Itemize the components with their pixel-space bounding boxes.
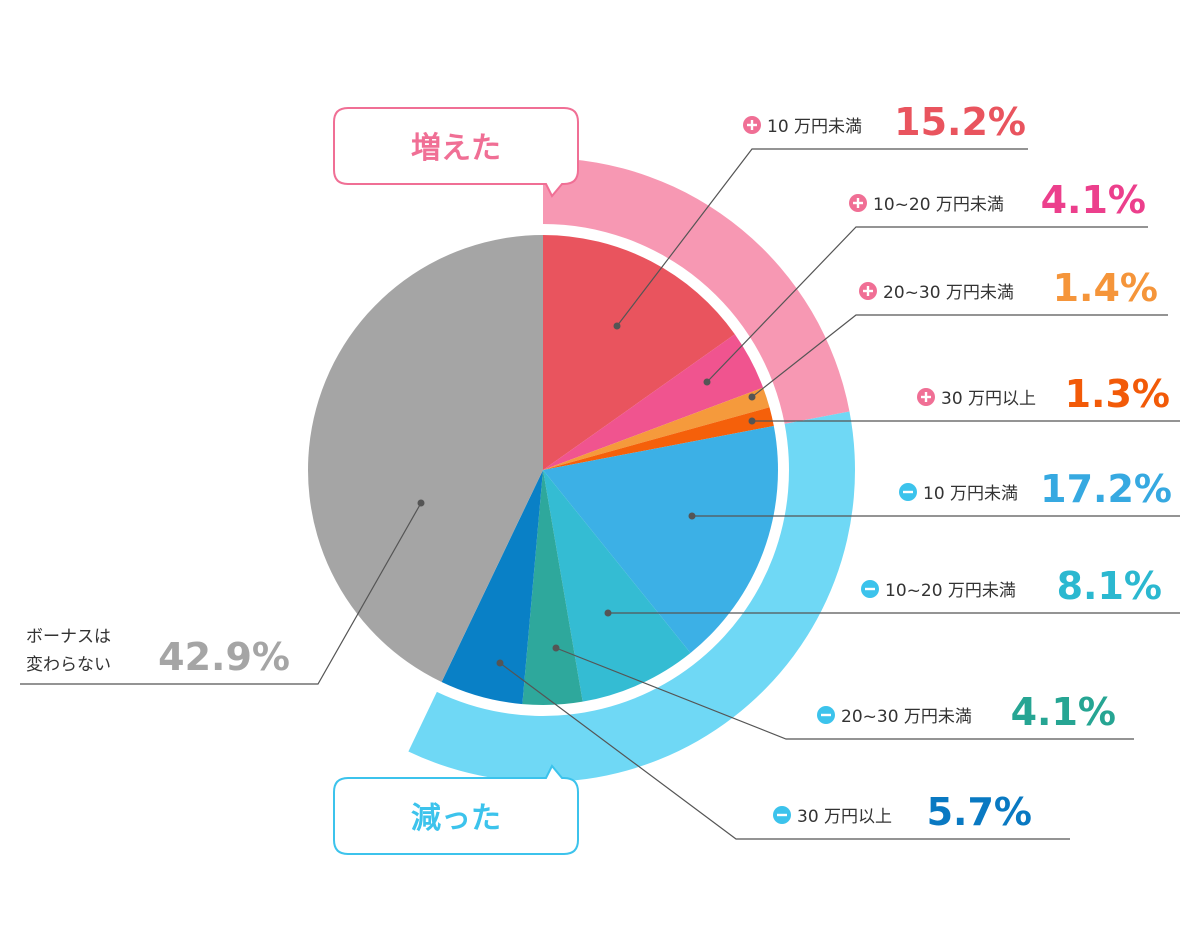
pie-slice-5 — [543, 470, 691, 702]
leader-line-8 — [20, 502, 422, 685]
icon-bar — [750, 120, 754, 130]
pie-slice-4 — [543, 425, 778, 653]
category-label-5: 10~20 万円未満 — [885, 581, 1016, 601]
leader-line-7 — [499, 662, 1070, 840]
icon-bar — [856, 198, 860, 208]
callout-box — [333, 107, 579, 198]
leader-dot-3 — [748, 417, 756, 425]
leader-dot-6 — [552, 644, 560, 652]
leader-dot-4 — [688, 512, 696, 520]
category-label-3: 30 万円以上 — [941, 389, 1036, 409]
pie-slice-6 — [522, 470, 583, 705]
callout-box — [333, 764, 579, 855]
group-callout-decreased: 減った — [333, 764, 579, 855]
pie-slice-8 — [308, 235, 543, 683]
pie-slice-3 — [543, 407, 774, 470]
value-label-8: 42.9% — [158, 635, 290, 679]
icon-bar — [924, 392, 928, 402]
icon-bar — [866, 286, 870, 296]
pie-slice-1 — [543, 334, 764, 470]
leader-line-1 — [706, 226, 1148, 383]
leader-line-0 — [616, 148, 1028, 327]
value-label-4: 17.2% — [1040, 467, 1172, 511]
group-arc-1 — [408, 411, 856, 783]
icon-bar — [821, 713, 831, 717]
icon-bar — [903, 490, 913, 494]
value-label-3: 1.3% — [1065, 372, 1170, 416]
leader-dot-0 — [613, 322, 621, 330]
leader-dot-2 — [748, 393, 756, 401]
leader-dot-5 — [604, 609, 612, 617]
category-label-4: 10 万円未満 — [923, 484, 1018, 504]
value-label-7: 5.7% — [927, 790, 1032, 834]
leader-dot-7 — [496, 659, 504, 667]
pie-slices — [302, 229, 784, 711]
leader-lines — [20, 148, 1180, 840]
category-label-1: 10~20 万円未満 — [873, 195, 1004, 215]
pie-slice-7 — [441, 470, 543, 705]
group-label-decreased: 減った — [411, 801, 501, 836]
pie-slice-0 — [543, 235, 735, 470]
category-label-0: 10 万円未満 — [767, 117, 862, 137]
group-callout-increased: 増えた — [333, 107, 579, 198]
category-label-7: 30 万円以上 — [797, 807, 892, 827]
icon-bar — [777, 813, 787, 817]
value-label-2: 1.4% — [1053, 266, 1158, 310]
leader-dot-1 — [703, 378, 711, 386]
category-label-6: 20~30 万円未満 — [841, 707, 972, 727]
value-label-5: 8.1% — [1057, 564, 1162, 608]
value-label-6: 4.1% — [1011, 690, 1116, 734]
category-label-8-line-0: ボーナスは — [26, 627, 111, 647]
pie-slice-2 — [543, 387, 770, 470]
category-label-8-line-1: 変わらない — [26, 655, 111, 675]
leader-line-6 — [555, 647, 1134, 740]
leader-line-2 — [751, 314, 1168, 398]
icon-bar — [865, 587, 875, 591]
group-arcs — [408, 158, 856, 783]
group-label-increased: 増えた — [411, 131, 501, 166]
group-arc-0 — [543, 158, 850, 424]
value-label-0: 15.2% — [894, 100, 1026, 144]
slice-labels: 15.2% 10 万円未満 4.1% 10~20 万円未満 1.4% 20~30 万円未満… — [26, 100, 1172, 834]
value-label-1: 4.1% — [1041, 178, 1146, 222]
leader-dot-8 — [417, 499, 425, 507]
category-label-2: 20~30 万円未満 — [883, 283, 1014, 303]
